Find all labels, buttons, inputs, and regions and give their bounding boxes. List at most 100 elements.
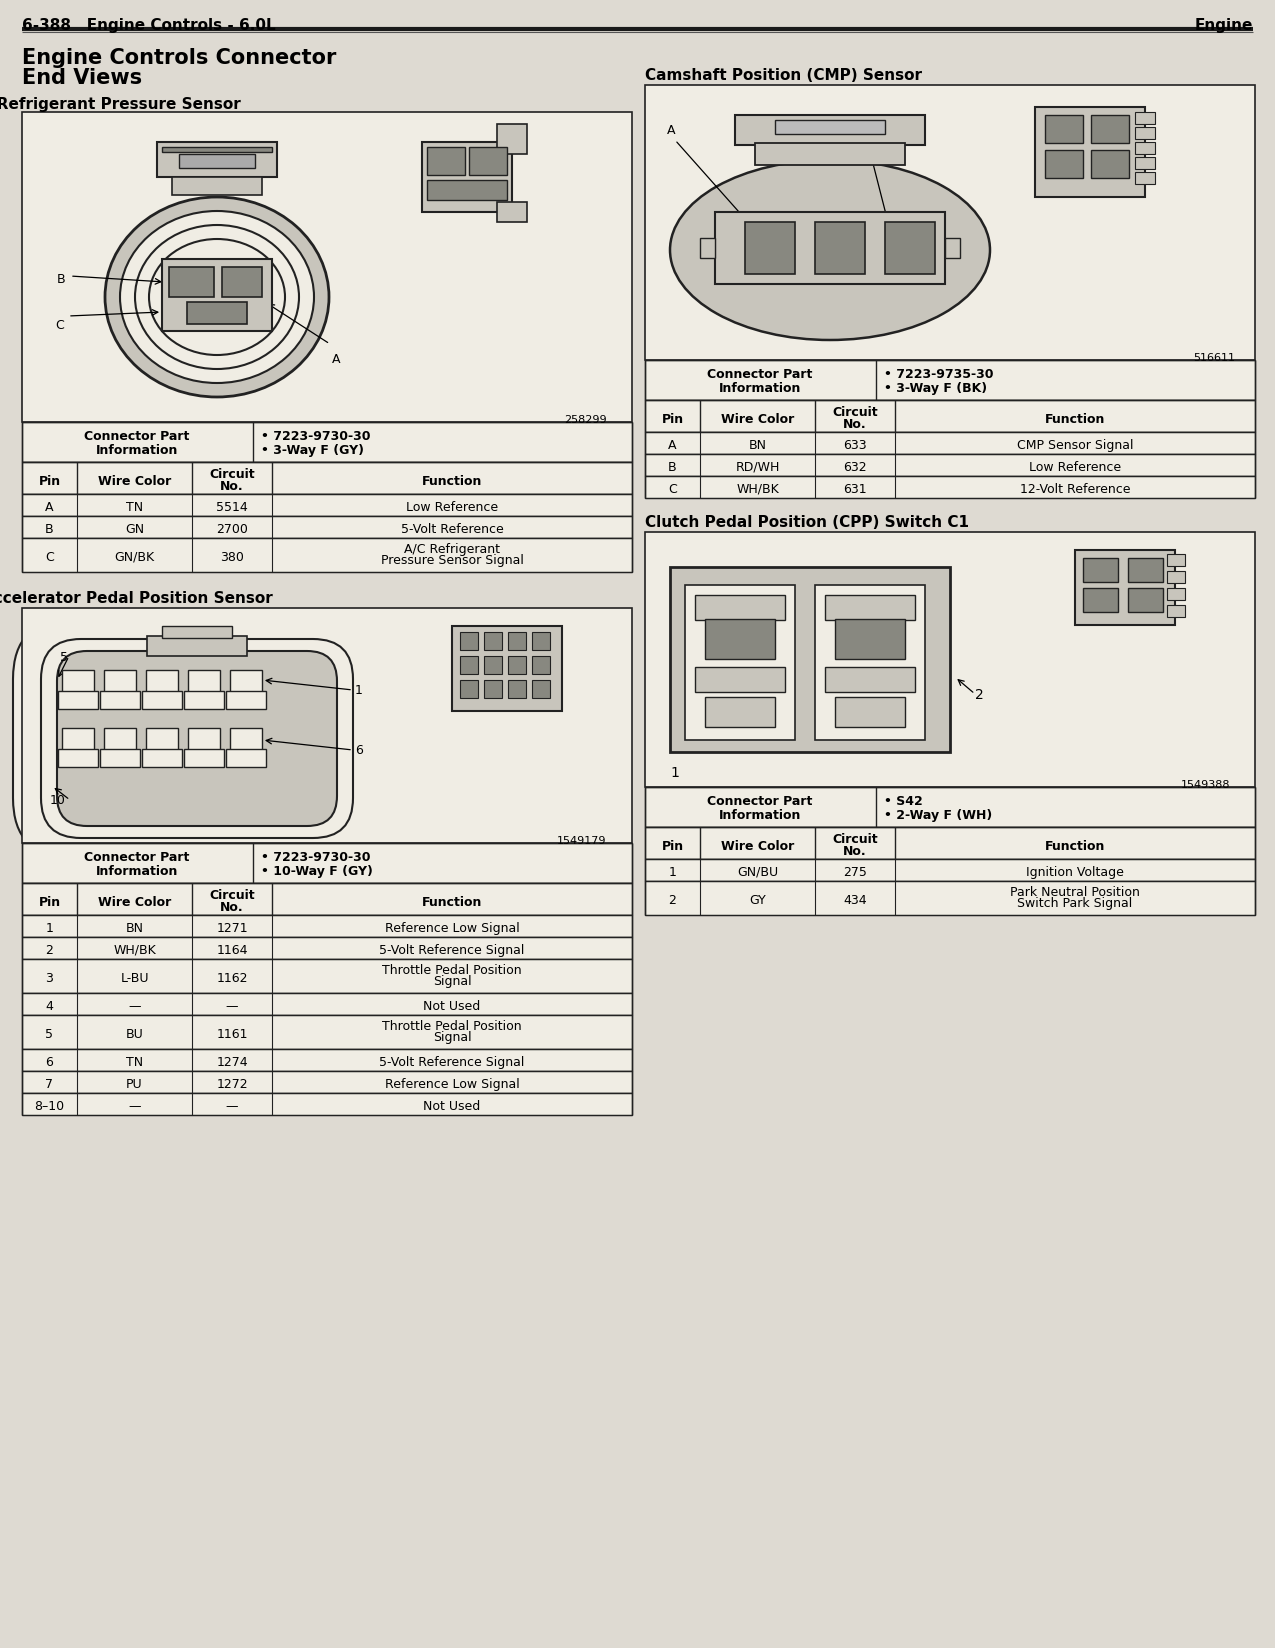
Text: 2: 2 bbox=[975, 687, 984, 702]
Bar bbox=[22, 494, 632, 517]
Bar bbox=[22, 1050, 632, 1071]
Text: PU: PU bbox=[126, 1078, 143, 1091]
Text: 1: 1 bbox=[46, 921, 54, 934]
Text: 1: 1 bbox=[668, 865, 677, 878]
Bar bbox=[700, 239, 715, 259]
Bar bbox=[1082, 588, 1118, 613]
Bar bbox=[22, 1015, 632, 1050]
Text: A/C Refrigerant Pressure Sensor: A/C Refrigerant Pressure Sensor bbox=[0, 97, 241, 112]
Text: Information: Information bbox=[96, 865, 178, 877]
Bar bbox=[1135, 173, 1155, 185]
Text: Not Used: Not Used bbox=[423, 1099, 481, 1112]
Text: 1: 1 bbox=[354, 684, 363, 697]
Bar bbox=[187, 728, 221, 750]
Text: 1549179: 1549179 bbox=[557, 836, 607, 845]
Text: 6: 6 bbox=[46, 1055, 54, 1068]
Bar bbox=[22, 915, 632, 938]
Text: No.: No. bbox=[221, 900, 244, 913]
Bar bbox=[22, 1093, 632, 1116]
Bar bbox=[484, 633, 502, 651]
Text: • 7223-9730-30: • 7223-9730-30 bbox=[261, 430, 371, 443]
Text: A: A bbox=[667, 124, 676, 137]
Text: GY: GY bbox=[750, 893, 766, 906]
Text: 2: 2 bbox=[668, 893, 677, 906]
Text: 258299: 258299 bbox=[564, 415, 607, 425]
Text: Function: Function bbox=[422, 475, 482, 488]
Text: No.: No. bbox=[221, 480, 244, 493]
Text: Wire Color: Wire Color bbox=[98, 895, 171, 908]
Bar bbox=[532, 656, 550, 674]
Bar bbox=[1075, 550, 1176, 626]
Bar bbox=[427, 148, 465, 176]
Text: B: B bbox=[668, 461, 677, 473]
Text: Reference Low Signal: Reference Low Signal bbox=[385, 921, 519, 934]
Text: 1272: 1272 bbox=[217, 1078, 247, 1091]
Text: • 2-Way F (WH): • 2-Way F (WH) bbox=[884, 809, 992, 821]
Bar bbox=[507, 633, 527, 651]
Text: L-BU: L-BU bbox=[120, 971, 149, 984]
Text: Function: Function bbox=[422, 895, 482, 908]
Text: WH/BK: WH/BK bbox=[113, 943, 156, 956]
Bar bbox=[230, 671, 261, 692]
Text: Connector Part: Connector Part bbox=[708, 794, 812, 808]
Bar bbox=[1167, 588, 1184, 600]
Text: Pin: Pin bbox=[662, 839, 683, 852]
Bar bbox=[22, 517, 632, 539]
Text: • 7223-9730-30: • 7223-9730-30 bbox=[261, 850, 371, 864]
Text: —: — bbox=[129, 999, 140, 1012]
Bar bbox=[645, 433, 1255, 455]
Text: Pin: Pin bbox=[38, 895, 61, 908]
Bar bbox=[1135, 143, 1155, 155]
Bar bbox=[460, 633, 478, 651]
Text: 6-388   Engine Controls - 6.0L: 6-388 Engine Controls - 6.0L bbox=[22, 18, 275, 33]
Text: 516611: 516611 bbox=[1193, 353, 1235, 363]
Bar bbox=[184, 692, 224, 710]
Text: 1161: 1161 bbox=[217, 1027, 247, 1040]
Text: 434: 434 bbox=[843, 893, 867, 906]
Text: 5: 5 bbox=[46, 1027, 54, 1040]
Text: Accelerator Pedal Position Sensor: Accelerator Pedal Position Sensor bbox=[0, 590, 273, 605]
Bar bbox=[825, 595, 915, 621]
Text: 5-Volt Reference Signal: 5-Volt Reference Signal bbox=[380, 943, 525, 956]
Text: Circuit: Circuit bbox=[209, 888, 255, 901]
Text: WH/BK: WH/BK bbox=[736, 483, 779, 496]
Bar bbox=[230, 728, 261, 750]
Bar bbox=[105, 671, 136, 692]
Bar bbox=[62, 671, 94, 692]
Bar bbox=[705, 697, 775, 727]
Text: 5514: 5514 bbox=[217, 501, 247, 514]
Bar bbox=[1135, 158, 1155, 170]
Bar bbox=[1167, 605, 1184, 618]
FancyBboxPatch shape bbox=[41, 639, 353, 839]
Text: Signal: Signal bbox=[432, 1030, 472, 1043]
Bar bbox=[1135, 129, 1155, 140]
Bar bbox=[147, 728, 178, 750]
Bar bbox=[187, 303, 247, 325]
Bar bbox=[1091, 115, 1128, 143]
Bar bbox=[22, 883, 632, 915]
Text: Information: Information bbox=[719, 382, 801, 396]
Text: Signal: Signal bbox=[432, 974, 472, 987]
Bar bbox=[22, 424, 632, 463]
Bar bbox=[885, 222, 935, 275]
Text: Connector Part: Connector Part bbox=[84, 430, 190, 443]
Text: 12-Volt Reference: 12-Volt Reference bbox=[1020, 483, 1130, 496]
Bar bbox=[1128, 559, 1163, 583]
Text: C: C bbox=[668, 483, 677, 496]
Bar bbox=[453, 626, 562, 712]
Ellipse shape bbox=[685, 175, 975, 326]
Bar bbox=[775, 120, 885, 135]
Text: 2: 2 bbox=[46, 943, 54, 956]
Bar bbox=[162, 626, 232, 639]
Text: 1274: 1274 bbox=[217, 1055, 247, 1068]
Bar bbox=[1091, 152, 1128, 180]
Bar bbox=[645, 361, 1255, 400]
Text: 1: 1 bbox=[669, 766, 678, 780]
Bar bbox=[685, 585, 796, 740]
Bar bbox=[162, 260, 272, 331]
Text: 3: 3 bbox=[46, 971, 54, 984]
Text: A: A bbox=[45, 501, 54, 514]
Text: —: — bbox=[226, 999, 238, 1012]
Bar bbox=[187, 671, 221, 692]
Text: GN: GN bbox=[125, 522, 144, 536]
